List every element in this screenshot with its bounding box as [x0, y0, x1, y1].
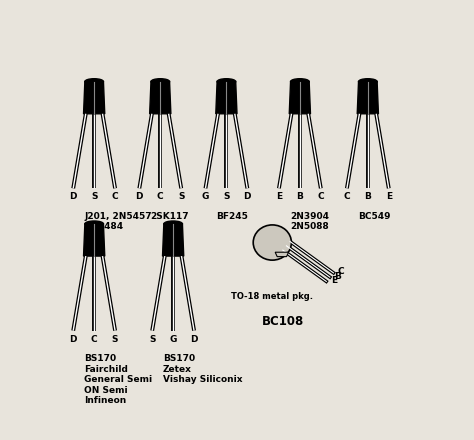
Text: E: E	[276, 192, 282, 202]
Circle shape	[253, 225, 292, 260]
Text: TO-18 metal pkg.: TO-18 metal pkg.	[231, 292, 313, 301]
Ellipse shape	[164, 221, 182, 227]
Text: C: C	[157, 192, 164, 202]
Text: D: D	[136, 192, 143, 202]
Text: D: D	[70, 335, 77, 344]
Text: C: C	[91, 335, 98, 344]
Ellipse shape	[358, 79, 377, 84]
Text: D: D	[244, 192, 251, 202]
Ellipse shape	[151, 79, 170, 84]
Text: J201, 2N5457
2N5484: J201, 2N5457 2N5484	[84, 212, 152, 231]
Text: S: S	[91, 192, 97, 202]
Text: E: E	[386, 192, 392, 202]
Text: D: D	[70, 192, 77, 202]
Text: 2SK117: 2SK117	[150, 212, 189, 221]
Polygon shape	[83, 224, 105, 256]
Text: 2N3904
2N5088: 2N3904 2N5088	[290, 212, 329, 231]
Text: S: S	[149, 335, 155, 344]
Text: S: S	[178, 192, 184, 202]
Text: BC549: BC549	[358, 212, 390, 221]
Text: BS170
Fairchild
General Semi
ON Semi
Infineon: BS170 Fairchild General Semi ON Semi Inf…	[84, 354, 152, 405]
Text: BF245: BF245	[216, 212, 248, 221]
Ellipse shape	[291, 79, 309, 84]
Text: E: E	[331, 276, 337, 285]
Text: B: B	[334, 271, 341, 281]
Text: C: C	[344, 192, 350, 202]
Text: G: G	[169, 335, 177, 344]
Text: C: C	[338, 268, 345, 276]
Polygon shape	[289, 81, 310, 114]
Text: C: C	[112, 192, 118, 202]
Text: D: D	[191, 335, 198, 344]
Polygon shape	[275, 252, 289, 257]
Polygon shape	[216, 81, 237, 114]
Text: C: C	[318, 192, 324, 202]
Ellipse shape	[85, 221, 103, 227]
Text: BS170
Zetex
Vishay Siliconix: BS170 Zetex Vishay Siliconix	[163, 354, 243, 384]
Text: S: S	[112, 335, 118, 344]
Polygon shape	[83, 81, 105, 114]
Text: BC108: BC108	[262, 315, 304, 328]
Text: G: G	[202, 192, 209, 202]
Ellipse shape	[217, 79, 236, 84]
Text: B: B	[365, 192, 371, 202]
Text: S: S	[223, 192, 229, 202]
Polygon shape	[150, 81, 171, 114]
Polygon shape	[163, 224, 184, 256]
Text: B: B	[296, 192, 303, 202]
Ellipse shape	[85, 79, 103, 84]
Polygon shape	[357, 81, 378, 114]
